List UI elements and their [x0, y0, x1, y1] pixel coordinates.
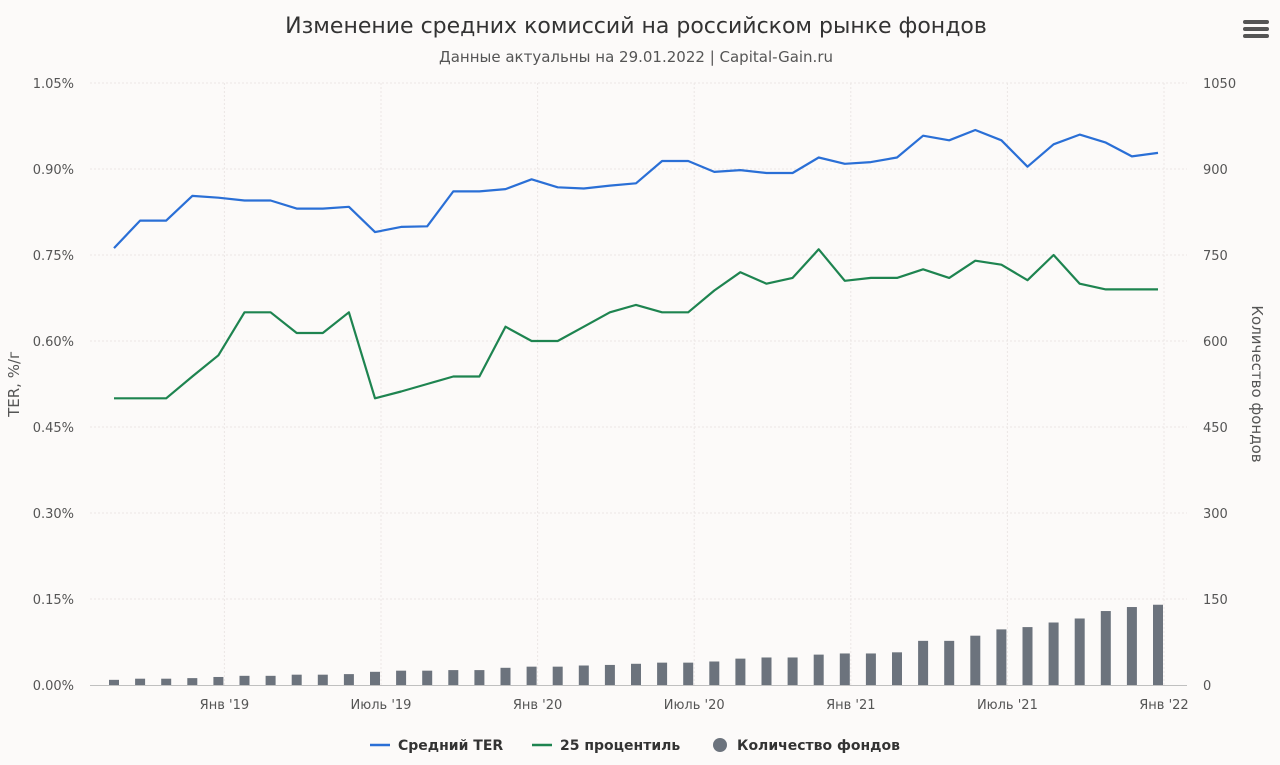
y-left-tick-label: 0.60% — [33, 335, 74, 350]
chart-subtitle: Данные актуальны на 29.01.2022 | Capital… — [439, 48, 833, 66]
bar — [839, 653, 850, 685]
bar — [1153, 604, 1163, 685]
menu-bar — [1243, 27, 1269, 31]
bar — [970, 635, 981, 685]
bar — [918, 640, 929, 685]
bar — [1074, 618, 1085, 685]
y-right-tick-label: 300 — [1203, 507, 1228, 522]
y-left-tick-label: 0.30% — [33, 507, 74, 522]
x-tick-label: Июль '19 — [351, 698, 412, 713]
grid — [90, 82, 1187, 685]
x-tick-label: Янв '21 — [826, 698, 875, 713]
y-left-tick-label: 0.45% — [33, 421, 74, 436]
bar — [578, 665, 589, 685]
bar — [265, 675, 276, 685]
line-series — [113, 128, 1159, 400]
bar — [787, 657, 798, 685]
bar — [865, 653, 876, 685]
axes: 0.00% 0.15% 0.30% 0.45% 0.60% 0.75% 0.90% 1.05%… — [33, 77, 1236, 713]
bar — [631, 663, 641, 685]
bar — [996, 629, 1007, 685]
bar — [604, 664, 615, 685]
bar-series — [109, 604, 1163, 685]
bar — [709, 661, 720, 685]
bar — [1048, 622, 1059, 685]
y-axis-left-label: TER, %/г — [5, 351, 23, 418]
hamburger-menu-icon[interactable] — [1240, 18, 1272, 44]
bar — [343, 674, 354, 685]
bar — [1100, 611, 1111, 685]
series-line — [113, 128, 1159, 249]
x-tick-label: Июль '20 — [664, 698, 725, 713]
bar — [944, 640, 955, 685]
x-tick-label: Янв '22 — [1139, 698, 1188, 713]
y-right-tick-label: 600 — [1203, 335, 1228, 350]
x-tick-label: Янв '19 — [200, 698, 249, 713]
bar — [552, 666, 563, 685]
bar — [109, 679, 119, 685]
menu-bar — [1243, 20, 1269, 24]
legend: Средний TER 25 процентиль Количество фондо… — [370, 738, 900, 754]
menu-bar — [1243, 34, 1269, 38]
bar — [370, 671, 380, 685]
bar — [526, 666, 537, 685]
bar — [1022, 627, 1033, 685]
legend-label: Количество фондов — [737, 738, 900, 754]
x-tick-label: Июль '21 — [977, 698, 1038, 713]
bar — [239, 675, 250, 685]
y-left-tick-label: 1.05% — [33, 77, 74, 92]
y-right-tick-label: 150 — [1203, 593, 1228, 608]
y-right-tick-label: 450 — [1203, 421, 1228, 436]
bar — [396, 670, 407, 685]
y-axis-right-label: Количество фондов — [1248, 305, 1266, 462]
chart-title: Изменение средних комиссий на российском… — [285, 14, 987, 39]
bar — [892, 652, 902, 685]
legend-dot-swatch — [713, 738, 727, 752]
y-left-tick-label: 0.75% — [33, 249, 74, 264]
bar — [813, 654, 824, 685]
y-right-tick-label: 0 — [1203, 679, 1211, 694]
bar — [187, 678, 198, 685]
bar — [448, 670, 459, 685]
y-left-tick-label: 0.00% — [33, 679, 74, 694]
y-right-tick-label: 1050 — [1203, 77, 1236, 92]
bar — [135, 678, 146, 685]
y-right-tick-label: 900 — [1203, 163, 1228, 178]
bar — [213, 676, 224, 685]
bar — [161, 678, 172, 685]
bar — [735, 658, 746, 685]
bar — [657, 662, 668, 685]
bar — [683, 662, 694, 685]
bar — [291, 674, 302, 685]
bar — [474, 670, 485, 685]
bar — [1126, 607, 1137, 685]
legend-label: 25 процентиль — [560, 738, 680, 754]
y-right-tick-label: 750 — [1203, 249, 1228, 264]
bar — [422, 670, 433, 685]
series-line — [114, 248, 1158, 400]
y-left-tick-label: 0.90% — [33, 163, 74, 178]
legend-label: Средний TER — [398, 738, 503, 754]
bar — [500, 667, 511, 685]
y-left-tick-label: 0.15% — [33, 593, 74, 608]
bar — [761, 657, 772, 685]
bar — [317, 674, 328, 685]
x-tick-label: Янв '20 — [513, 698, 562, 713]
